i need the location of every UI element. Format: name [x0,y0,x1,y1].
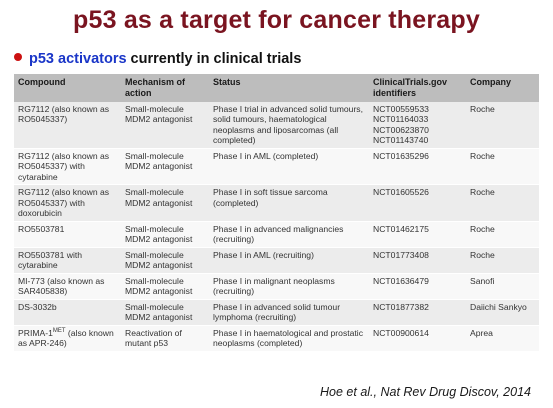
trial-identifier: NCT01877382 [373,301,429,312]
table-row: RG7112 (also known as RO5045337) with cy… [14,148,539,186]
cell-company: Daiichi Sankyo [466,299,539,326]
cell-mechanism: Small-molecule MDM2 antagonist [121,184,209,222]
trial-identifier: NCT01143740 [373,135,429,146]
table-row: RO5503781 with cytarabine Small-molecule … [14,247,539,274]
compound-name: MI-773 (also known as SAR405838) [18,275,105,297]
trial-identifier: NCT01164033 [373,114,429,125]
cell-company: Aprea [466,325,539,352]
cell-company: Roche [466,247,539,274]
cell-compound: PRIMA-1MET (also known as APR-246) [14,325,121,352]
compound-name: RG7112 (also known as RO5045337) with do… [18,187,110,219]
trial-identifier: NCT01773408 [373,249,429,260]
cell-company: Roche [466,101,539,149]
cell-compound: RO5503781 with cytarabine [14,247,121,274]
bullet-line: p53 activators currently in clinical tri… [14,51,301,67]
trials-table-wrap: Compound Mechanism of action Status Clin… [14,74,539,352]
table-row: DS-3032b Small-molecule MDM2 antagonist Ph… [14,299,539,326]
cell-mechanism: Small-molecule MDM2 antagonist [121,273,209,300]
bullet-text: currently in clinical trials [126,51,302,67]
compound-name: RG7112 (also known as RO5045337) with cy… [18,150,110,182]
trial-identifier: NCT01462175 [373,223,429,234]
header-company: Company [466,74,539,102]
trial-identifier: NCT00559533 [373,103,429,114]
compound-name: RO5503781 with cytarabine [18,249,83,271]
cell-status: Phase I in soft tissue sarcoma (complete… [209,184,369,222]
cell-company: Roche [466,184,539,222]
cell-identifiers: NCT00559533 NCT01164033 NCT00623870 NCT0114… [369,101,466,149]
cell-status: Phase I in AML (completed) [209,148,369,186]
table-header-row: Compound Mechanism of action Status Clin… [14,74,539,102]
header-compound: Compound [14,74,121,102]
cell-company: Sanofi [466,273,539,300]
header-status: Status [209,74,369,102]
citation: Hoe et al., Nat Rev Drug Discov, 2014 [320,385,531,399]
header-identifiers: ClinicalTrials.gov identifiers [369,74,466,102]
trial-identifier: NCT00623870 [373,124,429,135]
cell-mechanism: Small-molecule MDM2 antagonist [121,101,209,149]
compound-name: RO5503781 [18,223,65,234]
cell-status: Phase I in malignant neoplasms (recruiti… [209,273,369,300]
table-row: MI-773 (also known as SAR405838) Small-mo… [14,273,539,300]
cell-status: Phase I in haematological and prostatic … [209,325,369,352]
compound-name: RG7112 (also known as RO5045337) [18,103,110,125]
cell-identifiers: NCT01462175 [369,221,466,248]
cell-status: Phase I in advanced solid tumour lymphom… [209,299,369,326]
cell-mechanism: Small-molecule MDM2 antagonist [121,148,209,186]
cell-identifiers: NCT01635296 [369,148,466,186]
cell-compound: MI-773 (also known as SAR405838) [14,273,121,300]
cell-identifiers: NCT00900614 [369,325,466,352]
cell-mechanism: Reactivation of mutant p53 [121,325,209,352]
cell-status: Phase I trial in advanced solid tumours,… [209,101,369,149]
cell-compound: DS-3032b [14,299,121,326]
table-row: RO5503781 Small-molecule MDM2 antagonist P… [14,221,539,248]
header-mechanism: Mechanism of action [121,74,209,102]
cell-compound: RO5503781 [14,221,121,248]
bullet-highlight: p53 activators [29,51,127,67]
compound-alias: (also known as APR-246) [18,327,114,349]
cell-identifiers: NCT01877382 [369,299,466,326]
slide-title: p53 as a target for cancer therapy [73,6,480,34]
cell-status: Phase I in AML (recruiting) [209,247,369,274]
cell-compound: RG7112 (also known as RO5045337) with cy… [14,148,121,186]
cell-identifiers: NCT01605526 [369,184,466,222]
compound-name: PRIMA-1 [18,327,53,338]
trial-identifier: NCT01635296 [373,150,429,161]
cell-identifiers: NCT01636479 [369,273,466,300]
trial-identifier: NCT01605526 [373,187,429,198]
cell-identifiers: NCT01773408 [369,247,466,274]
bullet-dot-icon [14,53,22,61]
table-row: RG7112 (also known as RO5045337) Small-mo… [14,101,539,149]
cell-company: Roche [466,148,539,186]
trial-identifier: NCT00900614 [373,327,429,338]
cell-mechanism: Small-molecule MDM2 antagonist [121,299,209,326]
trial-identifier: NCT01636479 [373,275,429,286]
table-row: PRIMA-1MET (also known as APR-246) Reacti… [14,325,539,352]
cell-mechanism: Small-molecule MDM2 antagonist [121,221,209,248]
compound-name: DS-3032b [18,301,57,312]
trials-table: Compound Mechanism of action Status Clin… [14,74,539,352]
cell-company: Roche [466,221,539,248]
cell-compound: RG7112 (also known as RO5045337) [14,101,121,149]
table-row: RG7112 (also known as RO5045337) with do… [14,184,539,222]
cell-mechanism: Small-molecule MDM2 antagonist [121,247,209,274]
table-body: RG7112 (also known as RO5045337) Small-mo… [14,101,539,352]
compound-superscript: MET [52,327,66,334]
cell-compound: RG7112 (also known as RO5045337) with do… [14,184,121,222]
cell-status: Phase I in advanced malignancies (recrui… [209,221,369,248]
